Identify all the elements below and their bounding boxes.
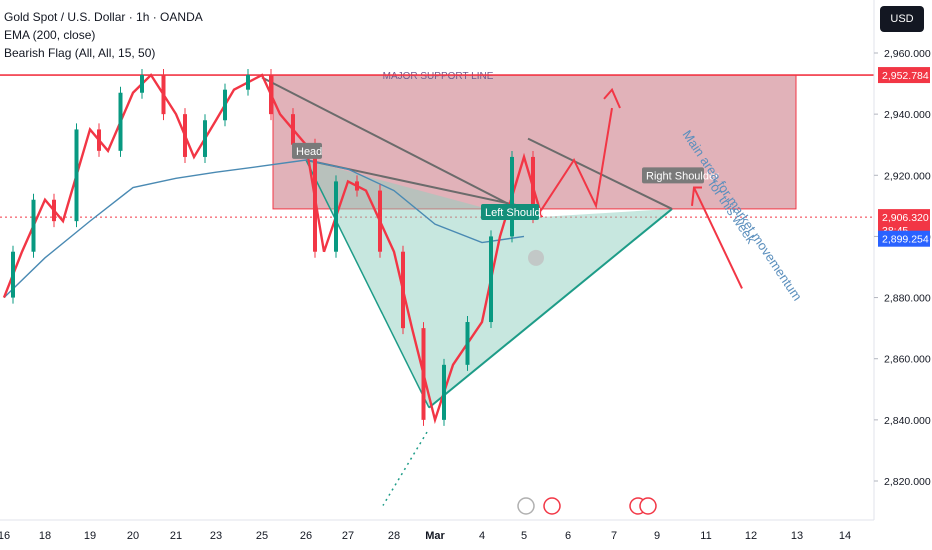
x-tick-label: 23	[210, 530, 222, 542]
candle-body	[355, 181, 359, 191]
right-shoulder-line	[527, 137, 673, 210]
y-tick-label: 2,860.000	[884, 354, 931, 366]
x-tick-label: 4	[479, 530, 485, 542]
x-tick-label: 18	[39, 530, 51, 542]
x-tick-label: 27	[342, 530, 354, 542]
projection-arrow-head	[603, 87, 621, 109]
x-tick-label: 21	[170, 530, 182, 542]
candle-body	[334, 181, 338, 252]
projection-path	[535, 107, 613, 219]
us-flag-icon[interactable]	[639, 497, 657, 515]
candle-body	[11, 251, 15, 298]
y-tick-label: 2,840.000	[884, 415, 931, 427]
candle-body	[118, 92, 123, 151]
x-tick-label: 28	[388, 530, 400, 542]
candle-body	[74, 129, 79, 222]
x-tick-label: 13	[791, 530, 803, 542]
triangle-extension	[382, 431, 428, 506]
candle-body	[401, 251, 405, 329]
x-tick-label: 20	[127, 530, 139, 542]
us-flag-icon[interactable]	[543, 497, 561, 515]
x-tick-label: 12	[745, 530, 757, 542]
right-shoulder-label-bg	[642, 167, 704, 184]
candle-body	[140, 75, 144, 93]
cursor-dot	[528, 249, 544, 266]
candle-body	[31, 199, 36, 252]
x-tick-label: 11	[700, 530, 711, 542]
y-tick-label: 2,820.000	[884, 476, 931, 488]
price-axis[interactable]	[874, 0, 932, 550]
y-tick-label: 2,920.000	[884, 170, 931, 182]
currency-button[interactable]: USD	[880, 6, 924, 32]
x-tick-label: Mar	[425, 530, 445, 542]
x-tick-label: 7	[611, 530, 617, 542]
x-tick-label: 25	[256, 530, 268, 542]
candle-body	[531, 156, 535, 218]
x-tick-label: 14	[839, 530, 851, 542]
candle-body	[183, 114, 187, 157]
candle-body	[442, 364, 446, 420]
price-tag-label: 2,952.784	[882, 70, 929, 82]
candle-body	[97, 129, 101, 151]
price-tag-bg	[878, 67, 930, 84]
flash-icon[interactable]	[517, 497, 535, 515]
symbol-title: Gold Spot / U.S. Dollar · 1h · OANDA	[4, 10, 203, 24]
head-label-bg	[292, 142, 322, 159]
candle-body	[291, 114, 295, 145]
y-tick-label: 2,940.000	[884, 109, 931, 121]
candle-body	[52, 199, 56, 222]
triangle-lower-line	[428, 208, 673, 409]
note-arrow	[693, 187, 743, 289]
price-tag-bg	[878, 230, 930, 247]
candle-body	[378, 190, 382, 252]
x-tick-label: 16	[0, 530, 10, 542]
x-tick-label: 19	[84, 530, 96, 542]
x-tick-label: 5	[521, 530, 527, 542]
y-tick-label: 2,880.000	[884, 293, 931, 305]
bearish-flag-indicator-label[interactable]: Bearish Flag (All, All, 15, 50)	[4, 46, 156, 60]
candle-body	[246, 75, 250, 90]
head-label: Head	[296, 146, 322, 158]
candle-body	[203, 120, 207, 157]
candle-body	[465, 322, 470, 365]
right-shoulder-label: Right Shoulder	[646, 170, 719, 182]
candle-body	[489, 236, 493, 323]
candle-body	[161, 75, 166, 115]
x-tick-label: 9	[654, 530, 660, 542]
y-tick-label: 2,960.000	[884, 48, 931, 60]
price-tag-label: 2,906.320	[882, 212, 929, 224]
candle-body	[421, 328, 426, 420]
left-shoulder-label-bg	[481, 204, 539, 221]
triangle-left-line	[305, 159, 430, 408]
ema-200-line	[3, 159, 525, 299]
support-zone-label: MAJOR SUPPORT LINE	[383, 71, 494, 82]
note-arrow-head	[691, 186, 702, 206]
price-tag-label: 2,899.254	[882, 234, 929, 246]
x-tick-label: 6	[565, 530, 571, 542]
flag-upper-line	[261, 76, 537, 219]
ema-indicator-label[interactable]: EMA (200, close)	[4, 28, 96, 42]
candle-body	[269, 75, 273, 115]
x-tick-label: 26	[300, 530, 312, 542]
candle-body	[510, 156, 514, 237]
left-shoulder-label: Left Shoulder	[485, 207, 551, 219]
candle-body	[223, 89, 227, 121]
candle-body	[313, 144, 317, 252]
